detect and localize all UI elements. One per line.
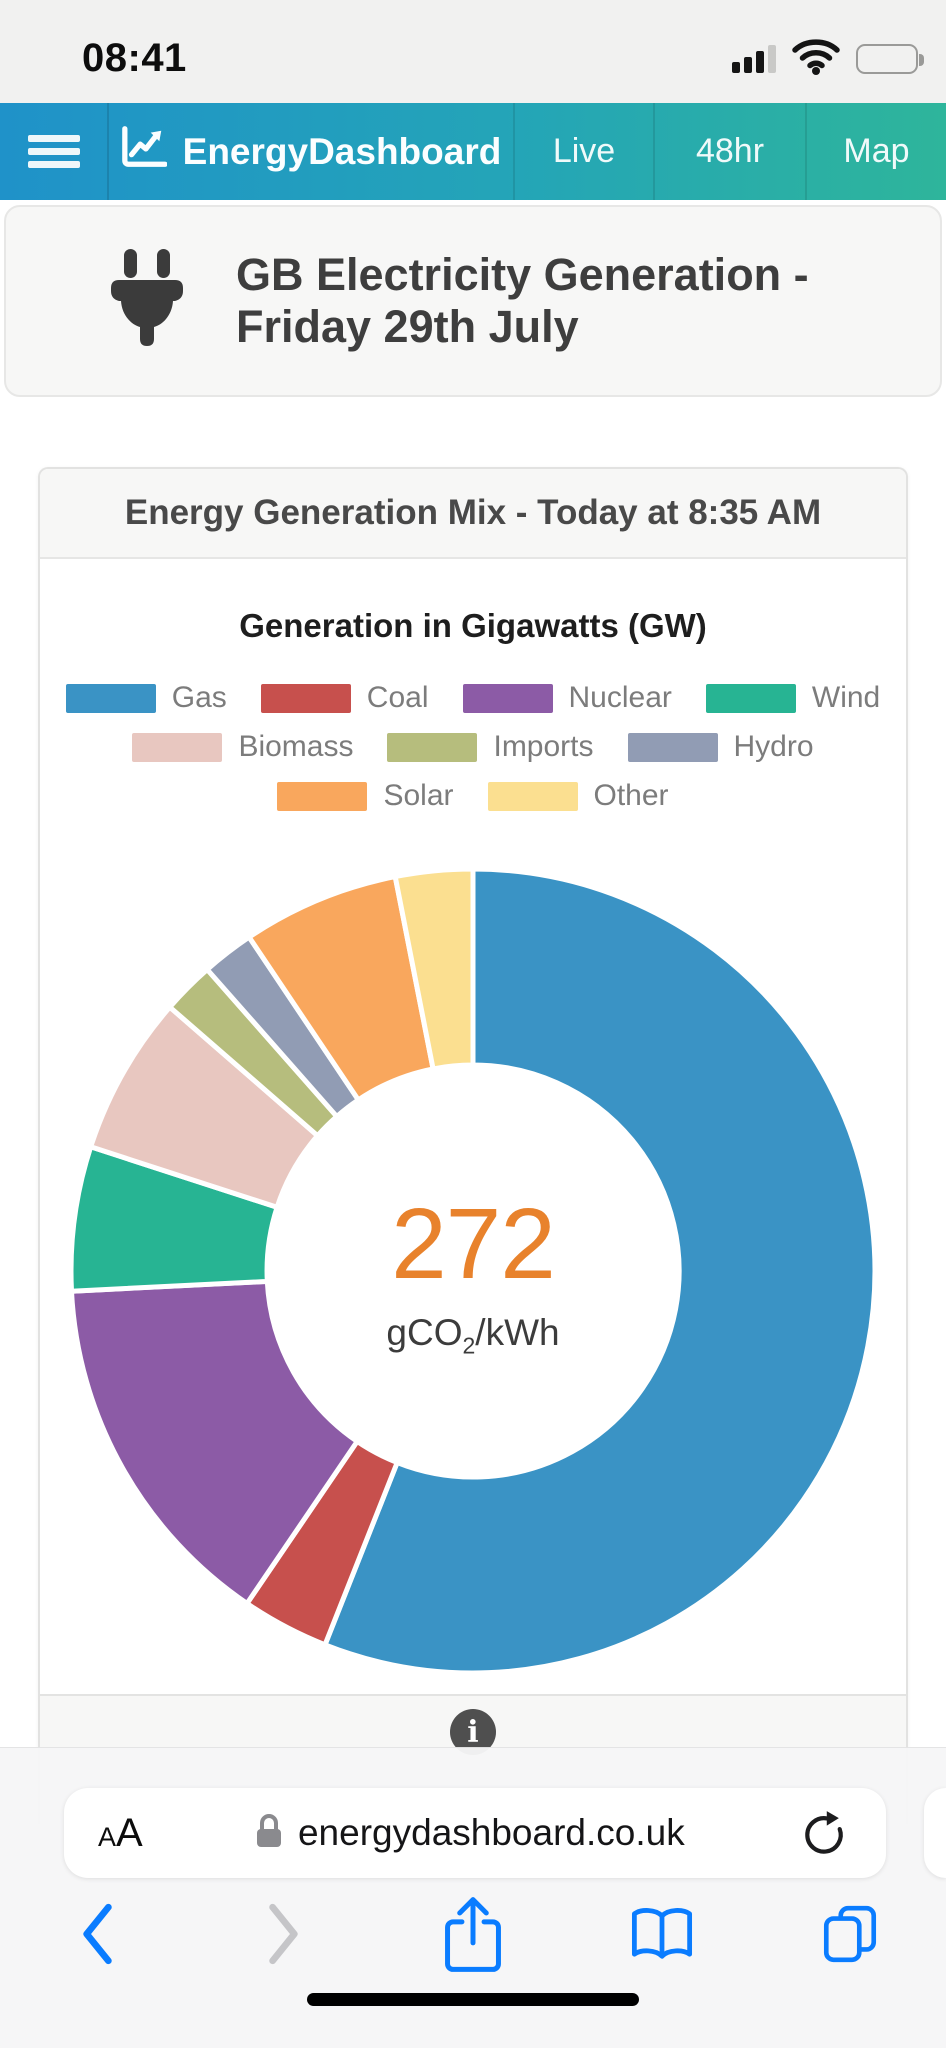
legend-item-solar[interactable]: Solar — [277, 779, 454, 813]
donut-slice-gas[interactable] — [322, 866, 878, 1676]
address-bar[interactable]: AA energydashboard.co.uk — [64, 1788, 886, 1878]
reader-options-button[interactable]: AA — [98, 1810, 143, 1855]
legend-swatch-hydro — [627, 732, 718, 762]
legend-swatch-gas — [65, 683, 156, 713]
top-navbar: EnergyDashboard Live 48hr Map — [0, 103, 946, 200]
wifi-icon — [792, 37, 840, 80]
hamburger-menu-button[interactable] — [0, 103, 107, 200]
legend-label-nuclear: Nuclear — [568, 681, 672, 714]
nav-live-label: Live — [552, 132, 616, 170]
legend-label-wind: Wind — [811, 681, 881, 714]
legend-swatch-imports — [387, 732, 478, 762]
legend-item-nuclear[interactable]: Nuclear — [462, 681, 672, 715]
page-title-line1: GB Electricity Generation - — [236, 248, 809, 300]
legend-item-gas[interactable]: Gas — [65, 681, 227, 715]
chart-title: Generation in Gigawatts (GW) — [239, 607, 707, 644]
legend-swatch-wind — [705, 683, 796, 713]
donut-svg — [68, 866, 878, 1676]
share-button[interactable] — [429, 1888, 517, 1980]
legend-row: Biomass Imports Hydro — [40, 730, 906, 764]
bookmarks-button[interactable] — [618, 1888, 706, 1980]
donut-slice-other[interactable] — [392, 866, 476, 1072]
nav-item-48hr[interactable]: 48hr — [653, 103, 805, 200]
legend-item-imports[interactable]: Imports — [387, 730, 594, 764]
legend-item-coal[interactable]: Coal — [260, 681, 429, 715]
legend-item-hydro[interactable]: Hydro — [627, 730, 814, 764]
legend-item-other[interactable]: Other — [487, 779, 669, 813]
legend-label-other: Other — [593, 779, 669, 812]
battery-icon — [856, 43, 924, 74]
page-header: GB Electricity Generation - Friday 29th … — [4, 205, 942, 397]
cellular-signal-icon — [732, 44, 776, 73]
legend-label-biomass: Biomass — [238, 730, 354, 763]
forward-button[interactable] — [241, 1888, 329, 1980]
legend-swatch-other — [487, 781, 578, 811]
chart-line-icon — [121, 126, 168, 177]
legend-item-biomass[interactable]: Biomass — [132, 730, 353, 764]
legend-swatch-solar — [277, 781, 368, 811]
legend-row: Solar Other — [40, 779, 906, 813]
back-button[interactable] — [52, 1888, 140, 1980]
card-header: Energy Generation Mix - Today at 8:35 AM — [40, 469, 906, 559]
card-header-title: Energy Generation Mix - Today at 8:35 AM — [124, 493, 822, 532]
clock: 08:41 — [82, 36, 187, 80]
status-bar: 08:41 — [0, 0, 946, 103]
page-title-line2: Friday 29th July — [236, 301, 579, 352]
chart-legend: Gas Coal Nuclear Wind Biomass Imports Hydro Sol… — [40, 681, 906, 813]
legend-label-solar: Solar — [383, 779, 454, 812]
legend-row: Gas Coal Nuclear Wind — [40, 681, 906, 715]
hamburger-icon — [27, 129, 80, 174]
legend-swatch-biomass — [132, 732, 223, 762]
url-text: energydashboard.co.uk — [297, 1812, 685, 1853]
reload-button[interactable] — [796, 1805, 852, 1861]
info-icon: i — [467, 1714, 479, 1750]
legend-swatch-coal — [260, 683, 351, 713]
card-body: Generation in Gigawatts (GW) Gas Coal Nucl… — [40, 559, 906, 1694]
legend-label-gas: Gas — [171, 681, 227, 714]
legend-label-hydro: Hydro — [733, 730, 814, 763]
safari-bottom-bar: AA energydashboard.co.uk — [0, 1747, 946, 2048]
page-title: GB Electricity Generation - Friday 29th … — [236, 249, 809, 353]
url-display[interactable]: energydashboard.co.uk — [143, 1811, 796, 1856]
next-tab-peek[interactable] — [924, 1788, 946, 1878]
nav-item-map[interactable]: Map — [805, 103, 946, 200]
nav-item-live[interactable]: Live — [513, 103, 653, 200]
generation-mix-card: Energy Generation Mix - Today at 8:35 AM… — [38, 467, 908, 1824]
lock-icon — [254, 1811, 284, 1856]
legend-label-imports: Imports — [493, 730, 594, 763]
legend-item-wind[interactable]: Wind — [705, 681, 881, 715]
status-icons — [732, 37, 924, 80]
nav-48hr-label: 48hr — [695, 132, 765, 170]
plug-icon — [106, 248, 188, 354]
safari-toolbar — [0, 1888, 946, 1980]
home-indicator[interactable] — [307, 1993, 639, 2006]
tabs-button[interactable] — [806, 1888, 894, 1980]
legend-swatch-nuclear — [462, 683, 553, 713]
nav-map-label: Map — [843, 132, 910, 170]
legend-label-coal: Coal — [366, 681, 429, 714]
donut-chart: 272 gCO2/kWh — [55, 853, 891, 1694]
brand-title: EnergyDashboard — [182, 130, 502, 172]
donut-slice-nuclear[interactable] — [69, 1278, 360, 1606]
brand-home-link[interactable]: EnergyDashboard — [107, 103, 513, 200]
